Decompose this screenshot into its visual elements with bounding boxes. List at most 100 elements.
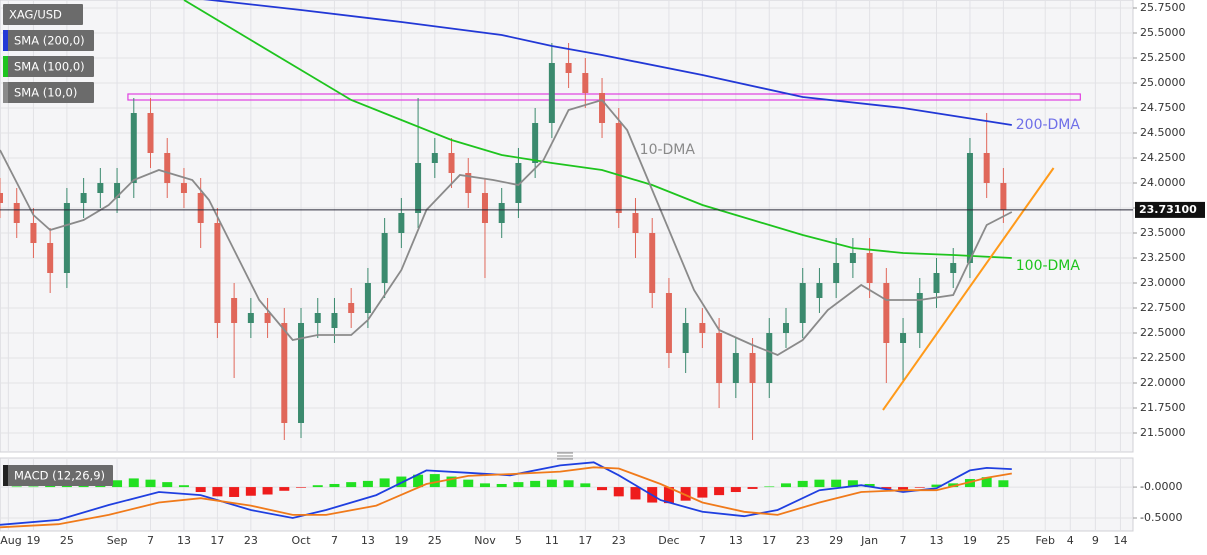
candle-body bbox=[816, 283, 823, 298]
y-tick-label: 23.5000 bbox=[1140, 226, 1186, 239]
annotation: 100-DMA bbox=[1016, 258, 1081, 274]
histogram-bar bbox=[463, 479, 474, 488]
legend-box bbox=[3, 56, 94, 77]
candle-body bbox=[883, 283, 890, 343]
candle-body bbox=[950, 263, 957, 273]
candle-body bbox=[716, 333, 723, 383]
histogram-bar bbox=[379, 478, 390, 488]
x-tick-label: Feb bbox=[1035, 534, 1054, 547]
histogram-bar bbox=[530, 480, 541, 488]
x-tick-label: 29 bbox=[829, 534, 843, 547]
histogram-bar bbox=[245, 487, 256, 496]
candle-body bbox=[966, 153, 973, 263]
candle-body bbox=[63, 203, 70, 273]
candle-body bbox=[398, 213, 405, 233]
histogram-bar bbox=[780, 483, 791, 488]
y-tick-label: 24.0000 bbox=[1140, 176, 1186, 189]
candle-body bbox=[983, 153, 990, 183]
candle-body bbox=[615, 123, 622, 213]
candle-body bbox=[665, 293, 672, 353]
x-tick-label: 25 bbox=[60, 534, 74, 547]
histogram-bar bbox=[881, 487, 892, 489]
candle-body bbox=[782, 323, 789, 333]
histogram-bar bbox=[296, 487, 307, 488]
legend-swatch bbox=[3, 465, 8, 486]
candle-body bbox=[180, 183, 187, 193]
candle-body bbox=[247, 313, 254, 323]
y-tick-label: 24.7500 bbox=[1140, 101, 1186, 114]
candle-body bbox=[1000, 183, 1007, 210]
histogram-bar bbox=[446, 476, 457, 488]
legend-label: XAG/USD bbox=[9, 8, 62, 22]
x-tick-label: 23 bbox=[244, 534, 258, 547]
candle-body bbox=[47, 243, 54, 273]
histogram-bar bbox=[563, 480, 574, 488]
candle-body bbox=[532, 123, 539, 163]
x-tick-label: Aug bbox=[0, 534, 21, 547]
histogram-bar bbox=[964, 479, 975, 488]
histogram-bar bbox=[697, 487, 708, 498]
legend-swatch bbox=[3, 30, 8, 51]
x-tick-label: 7 bbox=[147, 534, 154, 547]
histogram-bar bbox=[45, 485, 56, 488]
last-price-box bbox=[1135, 201, 1205, 218]
x-tick-label: 13 bbox=[361, 534, 375, 547]
histogram-bar bbox=[764, 486, 775, 488]
x-tick-label: 14 bbox=[1113, 534, 1127, 547]
moving-average-line bbox=[183, 0, 1012, 259]
x-tick-label: 19 bbox=[26, 534, 40, 547]
candle-body bbox=[97, 183, 104, 193]
candle-body bbox=[281, 323, 288, 423]
panel-resize-handle[interactable] bbox=[557, 452, 573, 460]
histogram-bar bbox=[914, 487, 925, 488]
histogram-bar bbox=[630, 487, 641, 500]
moving-average-line bbox=[202, 0, 1012, 126]
candle-body bbox=[916, 293, 923, 333]
legend-box bbox=[3, 4, 83, 25]
histogram-bar bbox=[814, 479, 825, 488]
x-tick-label: 17 bbox=[578, 534, 592, 547]
candle-body bbox=[147, 113, 154, 153]
x-tick-label: Jan bbox=[860, 534, 878, 547]
candle-body bbox=[448, 153, 455, 173]
legend-swatch bbox=[3, 82, 8, 103]
candle-body bbox=[866, 253, 873, 283]
histogram-bar bbox=[931, 484, 942, 488]
histogram-bar bbox=[597, 487, 608, 491]
histogram-bar bbox=[162, 482, 173, 488]
histogram-bar bbox=[496, 483, 507, 488]
histogram-bar bbox=[212, 487, 223, 497]
legend-label: SMA (10,0) bbox=[14, 86, 77, 100]
x-tick-label: Oct bbox=[292, 534, 312, 547]
y-tick-label: 22.5000 bbox=[1140, 326, 1186, 339]
histogram-bar bbox=[580, 483, 591, 488]
histogram-bar bbox=[981, 477, 992, 488]
histogram-bar bbox=[998, 480, 1009, 488]
last-price-label: 23.73100 bbox=[1139, 203, 1197, 216]
histogram-bar bbox=[898, 487, 909, 490]
histogram-bar bbox=[229, 487, 240, 497]
macd-panel bbox=[0, 457, 1134, 532]
x-tick-label: 25 bbox=[996, 534, 1010, 547]
y-tick-label: 22.2500 bbox=[1140, 351, 1186, 364]
legend: XAG/USD SMA (200,0) SMA (100,0) SMA (10,0) M… bbox=[3, 4, 113, 486]
y-tick-label: 24.5000 bbox=[1140, 126, 1186, 139]
histogram-bar bbox=[178, 485, 189, 488]
candle-body bbox=[415, 163, 422, 213]
annotation: 10-DMA bbox=[640, 142, 696, 158]
x-tick-label: 13 bbox=[177, 534, 191, 547]
moving-average-line bbox=[0, 98, 1013, 357]
histogram-bar bbox=[262, 487, 273, 495]
candle-body bbox=[849, 253, 856, 263]
y-tick-label: -0.5000 bbox=[1140, 511, 1182, 524]
x-tick-label: 9 bbox=[1092, 534, 1099, 547]
candle-body bbox=[699, 323, 706, 333]
histogram-bar bbox=[329, 483, 340, 488]
y-tick-label: 25.7500 bbox=[1140, 1, 1186, 14]
candle-body bbox=[833, 263, 840, 283]
candle-body bbox=[114, 183, 121, 198]
legend-swatch bbox=[3, 56, 8, 77]
candle-body bbox=[264, 313, 271, 323]
